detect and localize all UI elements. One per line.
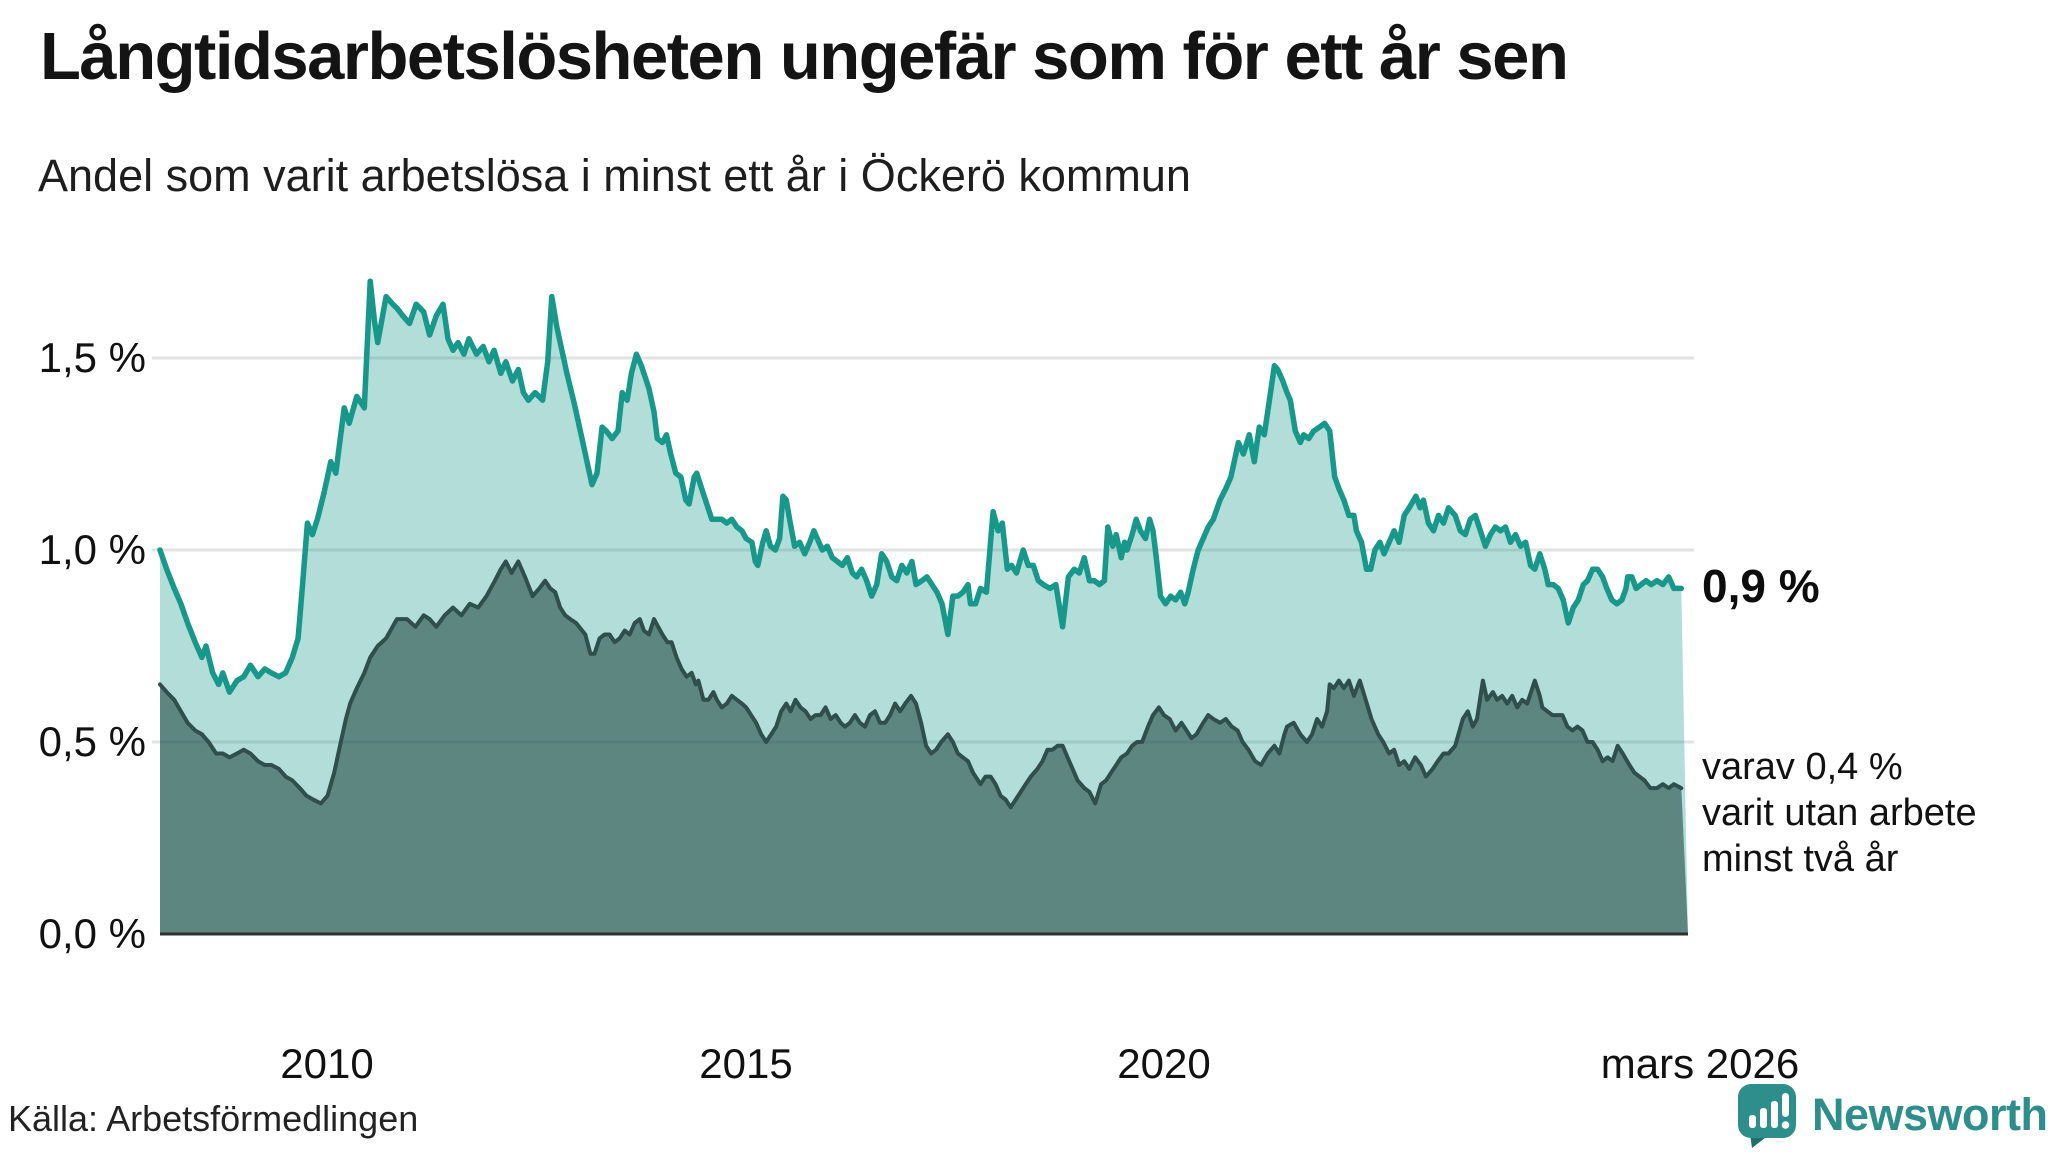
y-tick-0-5: 0,5 % bbox=[38, 718, 146, 765]
y-tick-0-0: 0,0 % bbox=[38, 910, 146, 957]
annotation-two-year-line2: varit utan arbete bbox=[1702, 792, 1977, 834]
annotation-two-year-line3: minst två år bbox=[1702, 838, 1899, 880]
x-tick-2020: 2020 bbox=[1117, 1040, 1211, 1087]
annotation-latest-two-year: varav 0,4 % varit utan arbete minst två … bbox=[1702, 744, 1977, 882]
page-title: Långtidsarbetslösheten ungefär som för e… bbox=[40, 19, 1569, 94]
y-tick-1-0: 1,0 % bbox=[38, 526, 146, 573]
y-tick-1-5: 1,5 % bbox=[38, 334, 146, 381]
annotation-latest-total: 0,9 % bbox=[1702, 560, 1820, 612]
source-note: Källa: Arbetsförmedlingen bbox=[8, 1098, 419, 1139]
x-tick-2015: 2015 bbox=[699, 1040, 793, 1087]
x-tick-mars-2026: mars 2026 bbox=[1600, 1040, 1800, 1087]
annotation-two-year-line1: varav 0,4 % bbox=[1702, 746, 1903, 788]
series-total-line bbox=[157, 278, 1685, 695]
x-tick-2010: 2010 bbox=[280, 1040, 374, 1087]
series-two-year-line bbox=[158, 559, 1684, 810]
series-two-year-area bbox=[160, 561, 1688, 934]
newsworthy-wordmark: Newsworthy bbox=[1812, 1089, 2048, 1140]
newsworthy-bubble-icon bbox=[1738, 1084, 1796, 1148]
newsworthy-logo[interactable]: Newsworthy bbox=[1736, 1082, 2048, 1148]
page-subtitle: Andel som varit arbetslösa i minst ett å… bbox=[38, 150, 1191, 201]
